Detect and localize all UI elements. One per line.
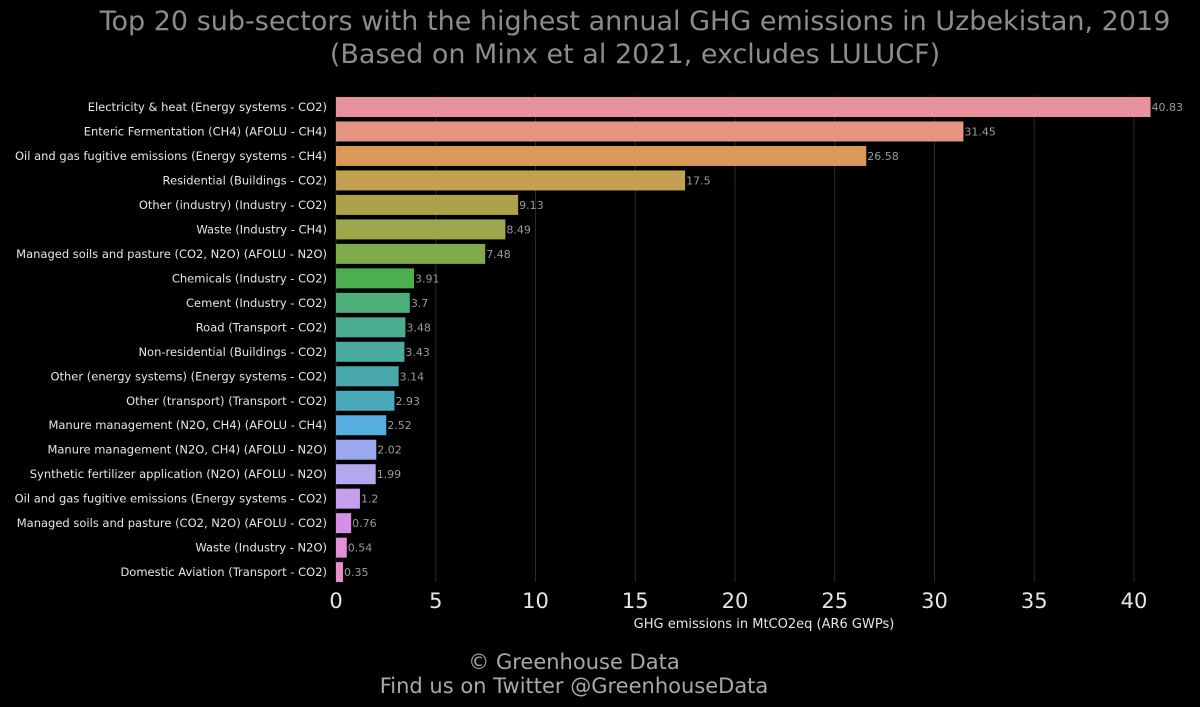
- bar: [336, 562, 343, 583]
- x-tick-label: 40: [1121, 589, 1148, 613]
- bar: [336, 268, 415, 289]
- value-label: 3.48: [406, 321, 431, 334]
- category-label: Domestic Aviation (Transport - CO2): [120, 565, 327, 579]
- bar: [336, 121, 964, 142]
- x-tick-label: 25: [821, 589, 848, 613]
- value-label: 17.5: [686, 174, 711, 187]
- bar: [336, 219, 506, 240]
- bar: [336, 366, 399, 387]
- category-label: Residential (Buildings - CO2): [163, 173, 327, 187]
- bar: [336, 145, 867, 166]
- bar: [336, 439, 377, 460]
- category-label: Road (Transport - CO2): [196, 320, 327, 334]
- value-label: 40.83: [1152, 101, 1184, 114]
- copyright-footer: © Greenhouse Data: [468, 650, 680, 674]
- category-label: Oil and gas fugitive emissions (Energy s…: [15, 492, 327, 506]
- value-label: 26.58: [867, 150, 899, 163]
- bar: [336, 97, 1151, 117]
- value-label: 2.02: [377, 444, 402, 457]
- category-label: Other (transport) (Transport - CO2): [126, 394, 327, 408]
- bar: [336, 464, 376, 485]
- category-label: Chemicals (Industry - CO2): [172, 271, 327, 285]
- value-label: 7.48: [486, 248, 511, 261]
- value-label: 1.2: [361, 493, 379, 506]
- category-label: Electricity & heat (Energy systems - CO2…: [88, 100, 327, 114]
- category-label: Oil and gas fugitive emissions (Energy s…: [15, 149, 327, 163]
- value-label: 3.14: [400, 370, 425, 383]
- bar: [336, 488, 360, 509]
- category-label: Manure management (N2O, CH4) (AFOLU - CH…: [48, 418, 327, 432]
- x-tick-label: 0: [329, 589, 342, 613]
- value-label: 31.45: [964, 125, 996, 138]
- category-label: Waste (Industry - CH4): [196, 222, 327, 236]
- category-label: Other (energy systems) (Energy systems -…: [50, 369, 327, 383]
- twitter-footer: Find us on Twitter @GreenhouseData: [379, 674, 769, 698]
- value-label: 0.76: [352, 517, 377, 530]
- x-axis-title: GHG emissions in MtCO2eq (AR6 GWPs): [634, 617, 895, 632]
- value-label: 3.7: [411, 297, 429, 310]
- bar: [336, 292, 410, 313]
- value-label: 3.91: [415, 272, 440, 285]
- x-tick-label: 20: [722, 589, 749, 613]
- bar: [336, 513, 352, 534]
- x-tick-label: 15: [622, 589, 649, 613]
- value-label: 0.54: [348, 542, 373, 555]
- x-tick-label: 10: [522, 589, 549, 613]
- category-label: Enteric Fermentation (CH4) (AFOLU - CH4): [84, 124, 327, 138]
- category-label: Managed soils and pasture (CO2, N2O) (AF…: [16, 247, 327, 261]
- value-label: 1.99: [377, 468, 402, 481]
- x-tick-label: 30: [921, 589, 948, 613]
- value-label: 2.52: [387, 419, 412, 432]
- category-label: Waste (Industry - N2O): [195, 541, 327, 555]
- chart-subtitle: (Based on Minx et al 2021, excludes LULU…: [329, 39, 941, 70]
- value-label: 9.13: [519, 199, 544, 212]
- value-label: 8.49: [506, 223, 531, 236]
- x-tick-label: 5: [429, 589, 442, 613]
- bar: [336, 415, 387, 436]
- bar: [336, 170, 686, 191]
- x-tick-label: 35: [1021, 589, 1048, 613]
- category-label: Synthetic fertilizer application (N2O) (…: [30, 467, 327, 481]
- category-label: Cement (Industry - CO2): [186, 296, 327, 310]
- category-label: Non-residential (Buildings - CO2): [138, 345, 327, 359]
- bar: [336, 243, 486, 264]
- category-label: Managed soils and pasture (CO2, N2O) (AF…: [17, 516, 327, 530]
- category-label: Other (industry) (Industry - CO2): [139, 198, 327, 212]
- bar: [336, 341, 405, 362]
- bar: [336, 390, 395, 411]
- bar: [336, 194, 519, 215]
- value-label: 0.35: [344, 566, 369, 579]
- value-label: 3.43: [405, 346, 430, 359]
- value-label: 2.93: [395, 395, 420, 408]
- category-label: Manure management (N2O, CH4) (AFOLU - N2…: [47, 443, 327, 457]
- bar: [336, 317, 406, 338]
- chart-title: Top 20 sub-sectors with the highest annu…: [99, 6, 1171, 37]
- bar: [336, 537, 347, 558]
